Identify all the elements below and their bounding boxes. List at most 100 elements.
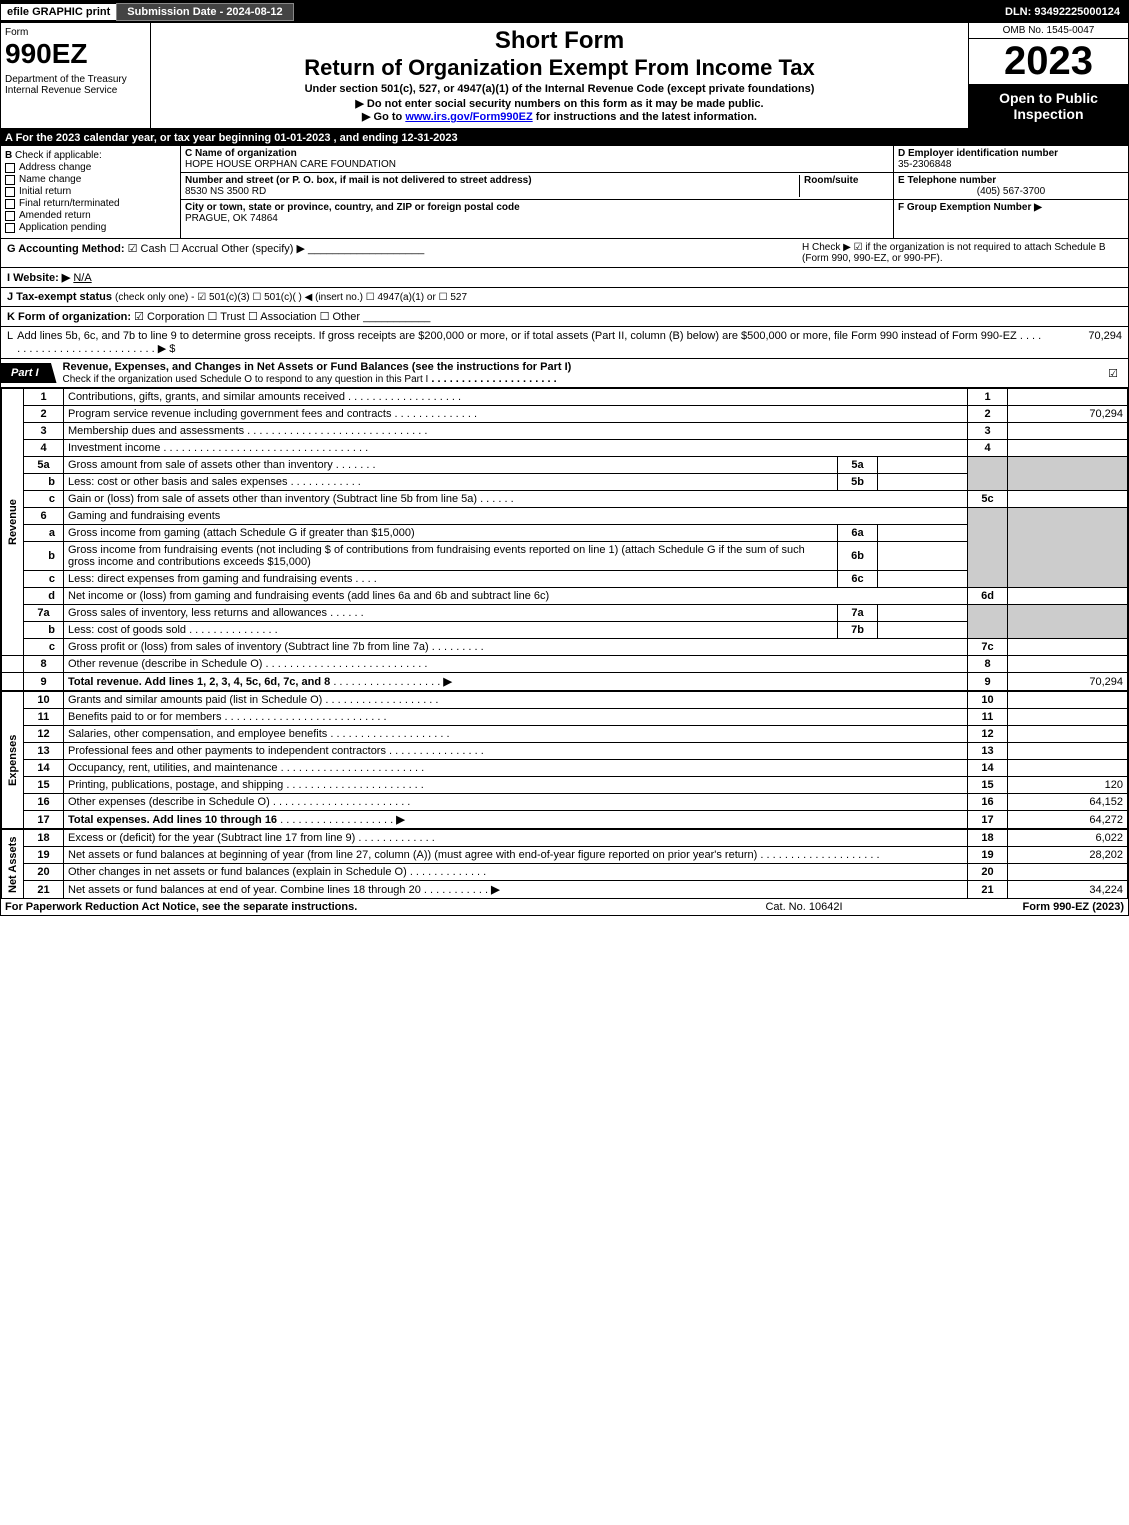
checkbox-final-return[interactable]: Final return/terminated [5,198,176,209]
row-16: 16 Other expenses (describe in Schedule … [2,794,1128,811]
row-5a: 5a Gross amount from sale of assets othe… [2,457,1128,474]
expenses-side-label: Expenses [2,692,24,829]
omb-number: OMB No. 1545-0047 [969,23,1128,39]
row-7c: c Gross profit or (loss) from sales of i… [2,639,1128,656]
part-1-title: Revenue, Expenses, and Changes in Net As… [57,359,1098,387]
info-block: B Check if applicable: Address change Na… [1,146,1128,239]
part-1-header: Part I Revenue, Expenses, and Changes in… [1,359,1128,388]
row-15: 15 Printing, publications, postage, and … [2,777,1128,794]
tax-year: 2023 [969,39,1128,84]
page-footer: For Paperwork Reduction Act Notice, see … [1,899,1128,915]
form-label: Form [5,27,146,38]
row-4: 4 Investment income . . . . . . . . . . … [2,440,1128,457]
checkbox-name-change[interactable]: Name change [5,174,176,185]
short-form-label: Short Form [155,27,964,55]
f-group-label: F Group Exemption Number ▶ [898,202,1124,213]
row-5c: c Gain or (loss) from sale of assets oth… [2,491,1128,508]
line-j: J Tax-exempt status (check only one) - ☑… [1,288,1128,307]
checkbox-application-pending[interactable]: Application pending [5,222,176,233]
dept-label: Department of the Treasury Internal Reve… [5,74,146,96]
row-6b: b Gross income from fundraising events (… [2,542,1128,571]
form-title: Return of Organization Exempt From Incom… [155,55,964,81]
checkbox-address-change[interactable]: Address change [5,162,176,173]
expenses-table: Expenses 10 Grants and similar amounts p… [1,691,1128,829]
section-c: C Name of organization HOPE HOUSE ORPHAN… [181,146,893,238]
row-11: 11 Benefits paid to or for members . . .… [2,709,1128,726]
row-1: Revenue 1 Contributions, gifts, grants, … [2,389,1128,406]
top-bar: efile GRAPHIC print Submission Date - 20… [1,1,1128,23]
form-header: Form 990EZ Department of the Treasury In… [1,23,1128,130]
footer-right: Form 990-EZ (2023) [1023,901,1124,913]
row-6a: a Gross income from gaming (attach Sched… [2,525,1128,542]
org-city: PRAGUE, OK 74864 [185,213,889,224]
ein-value: 35-2306848 [898,159,1124,170]
row-2: 2 Program service revenue including gove… [2,406,1128,423]
row-14: 14 Occupancy, rent, utilities, and maint… [2,760,1128,777]
row-6d: d Net income or (loss) from gaming and f… [2,588,1128,605]
line-g-h: G Accounting Method: ☑ Cash ☐ Accrual Ot… [1,239,1128,268]
row-20: 20 Other changes in net assets or fund b… [2,864,1128,881]
part-1-checkbox[interactable]: ☑ [1098,367,1128,380]
org-name: HOPE HOUSE ORPHAN CARE FOUNDATION [185,159,889,170]
checkbox-initial-return[interactable]: Initial return [5,186,176,197]
revenue-side-label: Revenue [2,389,24,656]
row-7b: b Less: cost of goods sold . . . . . . .… [2,622,1128,639]
instr-pre: ▶ Go to [362,111,405,123]
row-18: Net Assets 18 Excess or (deficit) for th… [2,830,1128,847]
k-label: K Form of organization: [7,311,131,323]
row-9: 9 Total revenue. Add lines 1, 2, 3, 4, 5… [2,673,1128,691]
section-def: D Employer identification number 35-2306… [893,146,1128,238]
line-k: K Form of organization: ☑ Corporation ☐ … [1,307,1128,327]
revenue-table: Revenue 1 Contributions, gifts, grants, … [1,388,1128,691]
footer-mid: Cat. No. 10642I [765,901,842,913]
row-7a: 7a Gross sales of inventory, less return… [2,605,1128,622]
phone-value: (405) 567-3700 [898,186,1124,197]
instr-post: for instructions and the latest informat… [533,111,757,123]
efile-print-label[interactable]: efile GRAPHIC print [1,4,116,20]
netassets-side-label: Net Assets [2,830,24,899]
row-6: 6 Gaming and fundraising events [2,508,1128,525]
e-phone-label: E Telephone number [898,175,1124,186]
form-subtitle: Under section 501(c), 527, or 4947(a)(1)… [155,83,964,95]
row-13: 13 Professional fees and other payments … [2,743,1128,760]
submission-date: Submission Date - 2024-08-12 [116,3,293,21]
form-meta-block: OMB No. 1545-0047 2023 Open to Public In… [968,23,1128,128]
row-3: 3 Membership dues and assessments . . . … [2,423,1128,440]
l-label: L [7,330,13,355]
form-number: 990EZ [5,38,146,70]
j-label: J Tax-exempt status [7,291,112,303]
form-title-block: Short Form Return of Organization Exempt… [151,23,968,128]
line-i: I Website: ▶ N/A [1,268,1128,288]
irs-link[interactable]: www.irs.gov/Form990EZ [405,111,532,123]
b-text: Check if applicable: [15,150,102,161]
d-ein-label: D Employer identification number [898,148,1124,159]
part-1-tab: Part I [1,363,57,383]
row-10: Expenses 10 Grants and similar amounts p… [2,692,1128,709]
website-value: N/A [73,272,91,284]
footer-left: For Paperwork Reduction Act Notice, see … [5,901,765,913]
row-19: 19 Net assets or fund balances at beginn… [2,847,1128,864]
instr-no-ssn: ▶ Do not enter social security numbers o… [155,97,964,110]
row-21: 21 Net assets or fund balances at end of… [2,881,1128,899]
c-city-label: City or town, state or province, country… [185,202,889,213]
k-options: ☑ Corporation ☐ Trust ☐ Association ☐ Ot… [134,311,360,323]
c-street-label: Number and street (or P. O. box, if mail… [185,175,799,186]
row-6c: c Less: direct expenses from gaming and … [2,571,1128,588]
row-17: 17 Total expenses. Add lines 10 through … [2,811,1128,829]
line-l: L Add lines 5b, 6c, and 7b to line 9 to … [1,327,1128,359]
l-amount: 70,294 [1042,330,1122,355]
section-b: B Check if applicable: Address change Na… [1,146,181,238]
row-8: 8 Other revenue (describe in Schedule O)… [2,656,1128,673]
b-label: B [5,150,12,161]
org-street: 8530 NS 3500 RD [185,186,799,197]
c-room-label: Room/suite [804,175,889,186]
c-name-label: C Name of organization [185,148,889,159]
open-to-public: Open to Public Inspection [969,84,1128,128]
row-12: 12 Salaries, other compensation, and emp… [2,726,1128,743]
checkbox-amended-return[interactable]: Amended return [5,210,176,221]
g-options: ☑ Cash ☐ Accrual Other (specify) ▶ [128,243,305,255]
row-5b: b Less: cost or other basis and sales ex… [2,474,1128,491]
section-a-calendar: A For the 2023 calendar year, or tax yea… [1,130,1128,146]
h-check: H Check ▶ ☑ if the organization is not r… [802,242,1122,264]
dln-number: DLN: 93492225000124 [997,4,1128,20]
